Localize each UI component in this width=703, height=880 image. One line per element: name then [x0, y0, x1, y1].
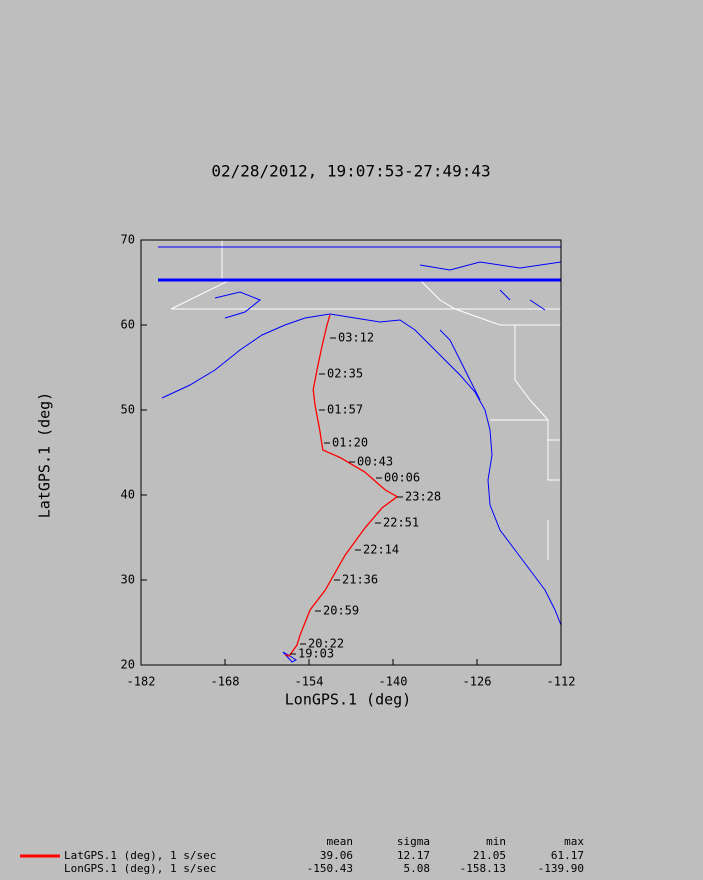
- stats-column: mean: [327, 835, 354, 848]
- y-tick-label: 60: [121, 318, 135, 332]
- stats-value: -150.43: [307, 862, 353, 875]
- stats-column: max: [564, 835, 584, 848]
- map: [140, 239, 562, 666]
- time-label: 19:03: [298, 647, 334, 661]
- y-tick-label: 40: [121, 488, 135, 502]
- time-label: 22:14: [363, 543, 399, 557]
- time-label: 22:51: [383, 516, 419, 530]
- stats-column: sigma: [397, 835, 430, 848]
- x-tick-label: -154: [295, 675, 324, 689]
- stats-column: min: [486, 835, 506, 848]
- y-axis-label: LatGPS.1 (deg): [36, 392, 54, 518]
- legend-label: LonGPS.1 (deg), 1 s/sec: [64, 862, 216, 875]
- x-axis-label: LonGPS.1 (deg): [285, 691, 411, 709]
- stats-value: 39.06: [320, 849, 353, 862]
- time-label: 20:22: [308, 637, 344, 651]
- time-label: 01:20: [332, 436, 368, 450]
- stats-value: 21.05: [473, 849, 506, 862]
- stats-value: 5.08: [404, 862, 431, 875]
- y-tick-label: 20: [121, 658, 135, 672]
- time-label: 02:35: [327, 367, 363, 381]
- y-tick-label: 30: [121, 573, 135, 587]
- time-label: 03:12: [338, 331, 374, 345]
- stats-value: -139.90: [538, 862, 584, 875]
- plot-area: [141, 240, 561, 665]
- time-label: 00:43: [357, 455, 393, 469]
- stats-value: 61.17: [551, 849, 584, 862]
- y-tick-label: 50: [121, 403, 135, 417]
- plot-frame: [140, 239, 562, 666]
- chart-title: 02/28/2012, 19:07:53-27:49:43: [211, 162, 490, 181]
- time-label: 21:36: [342, 573, 378, 587]
- stats-value: -158.13: [460, 862, 506, 875]
- y-tick-label: 70: [121, 233, 135, 247]
- coastlines: [158, 246, 562, 663]
- stats-value: 12.17: [397, 849, 430, 862]
- track-line: [284, 314, 399, 657]
- x-tick-label: -126: [463, 675, 492, 689]
- time-label: 23:28: [405, 490, 441, 504]
- x-tick-label: -140: [379, 675, 408, 689]
- x-tick-label: -112: [547, 675, 576, 689]
- x-tick-label: -168: [211, 675, 240, 689]
- time-label: 00:06: [384, 471, 420, 485]
- legend-label: LatGPS.1 (deg), 1 s/sec: [64, 849, 216, 862]
- time-label: 20:59: [323, 604, 359, 618]
- x-tick-label: -182: [127, 675, 156, 689]
- time-label: 01:57: [327, 403, 363, 417]
